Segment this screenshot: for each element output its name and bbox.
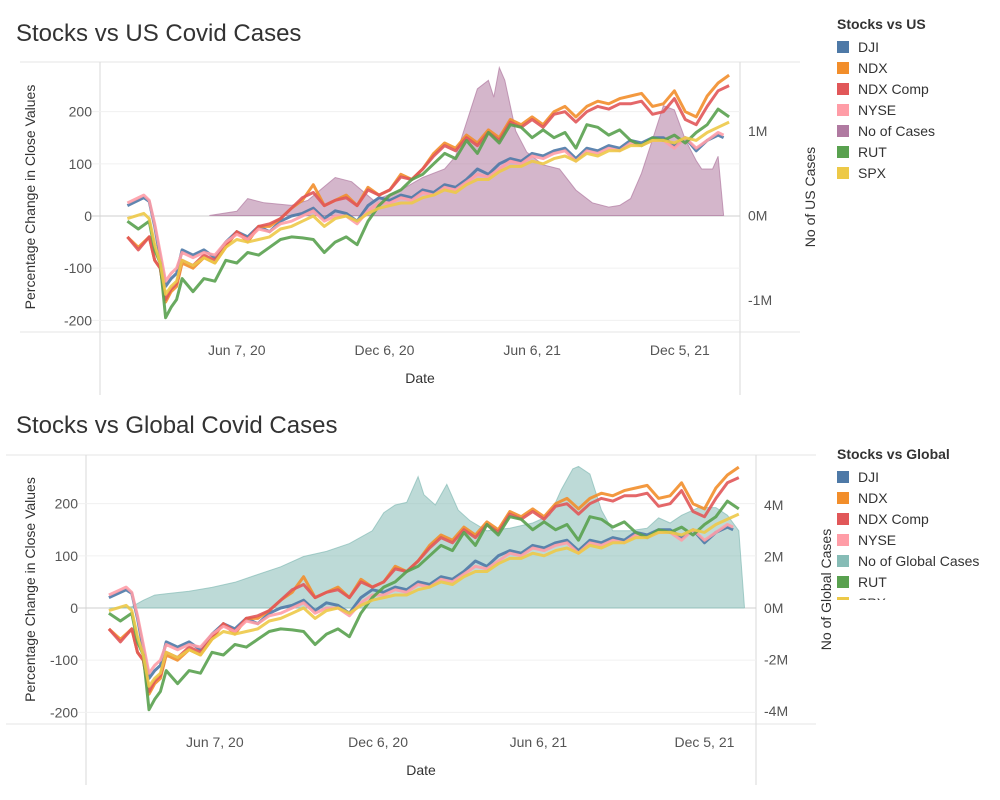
y2-tick-label: 4M [764,497,783,513]
legend-label: DJI [858,468,879,485]
legend-label: NDX [858,489,888,506]
legend-label: SPX [858,595,886,601]
y2-tick-label: -2M [764,652,788,668]
legend-item: No of Cases [837,120,935,141]
y-axis-title: Percentage Change in Close Values [22,477,38,702]
legend-item: DJI [837,36,935,57]
legend-swatch [837,82,849,95]
x-axis-title: Date [406,762,436,778]
legend-swatch [837,40,849,53]
chart-global: -200 -100 0 100 200 -4M -2M 0M 2M 4M Jun 7, 20 Dec … [6,454,834,785]
legend-swatch [837,124,849,137]
x-tick-label: Jun 6, 21 [510,734,568,750]
y-tick-label: 0 [70,600,78,616]
legend-swatch [837,491,849,504]
legend-item: DJI [837,466,979,487]
legend-title: Stocks vs Global [837,446,950,462]
legend-label: DJI [858,38,879,55]
legend-swatch [837,575,849,588]
legend-item: NYSE [837,529,979,550]
x-tick-label: Dec 6, 20 [354,342,414,358]
x-axis-title: Date [405,370,435,386]
x-tick-label: Dec 5, 21 [674,734,734,750]
legend-us: Stocks vs US DJI NDX NDX Comp NYSE No of Cas… [837,16,935,183]
y2-tick-label: 0M [764,600,783,616]
y2-tick-label: 2M [764,549,783,565]
line-series-spx [108,512,740,688]
y-tick-label: -100 [64,260,92,276]
x-tick-label: Jun 7, 20 [208,342,266,358]
legend-item: RUT [837,141,935,162]
legend-item: NDX Comp [837,78,935,99]
legend-item: NDX [837,487,979,508]
legend-label: No of Cases [858,122,936,139]
line-series-dji [108,525,734,680]
legend-swatch [837,554,849,567]
legend-label: RUT [858,573,887,590]
y-axis-title: Percentage Change in Close Values [22,85,38,310]
legend-item: RUT [837,571,979,592]
y2-axis-title: No of Global Cases [818,529,834,650]
y-tick-label: 100 [55,548,79,564]
legend-swatch [837,596,849,600]
y-tick-label: -200 [64,312,92,328]
legend-label: NYSE [858,531,897,548]
legend-label: No of Global Cases [858,552,980,569]
legend-global: Stocks vs Global DJI NDX NDX Comp NYSE No of… [837,446,979,600]
legend-swatch [837,512,849,525]
legend-item: SPX [837,592,979,600]
legend-swatch [837,145,849,158]
legend-swatch [837,166,849,179]
x-tick-label: Dec 5, 21 [650,342,710,358]
y-tick-label: 200 [55,496,79,512]
legend-swatch [837,533,849,546]
legend-item: No of Global Cases [837,550,979,571]
y-tick-label: -100 [50,652,78,668]
legend-label: SPX [858,164,887,181]
y-tick-label: 100 [69,156,93,172]
legend-item: NDX Comp [837,508,979,529]
legend-items: DJI NDX NDX Comp NYSE No of Cases RUT SPX [837,36,935,183]
x-tick-label: Dec 6, 20 [348,734,408,750]
chart-us: -200 -100 0 100 200 -1M 0M 1M Jun 7, 20 Dec 6, 20… [20,61,818,395]
y-tick-label: 200 [69,104,93,120]
line-series-spx [126,120,730,296]
line-series-rut [126,107,730,320]
legend-label: NDX Comp [858,80,929,97]
y2-tick-label: 0M [748,208,767,224]
legend-items: DJI NDX NDX Comp NYSE No of Global Cases RUT S… [837,466,979,600]
y2-axis-title: No of US Cases [802,147,818,247]
legend-title: Stocks vs US [837,16,926,32]
y2-tick-label: 1M [748,123,767,139]
legend-swatch [837,470,849,483]
x-tick-label: Jun 7, 20 [186,734,244,750]
x-tick-label: Jun 6, 21 [503,342,561,358]
legend-item: SPX [837,162,935,183]
legend-label: RUT [858,143,887,160]
legend-label: NDX Comp [858,510,929,527]
legend-item: NYSE [837,99,935,120]
legend-label: NYSE [858,101,897,118]
y-tick-label: 0 [84,208,92,224]
legend-swatch [837,103,849,116]
y2-tick-label: -1M [748,292,772,308]
chart-title-us: Stocks vs US Covid Cases [16,20,302,47]
legend-swatch [837,61,849,74]
y2-tick-label: -4M [764,703,788,719]
line-series-rut [108,499,740,712]
line-series-dji [126,133,725,288]
y-tick-label: -200 [50,704,78,720]
legend-label: NDX [858,59,888,76]
chart-title-global: Stocks vs Global Covid Cases [16,412,338,439]
legend-item: NDX [837,57,935,78]
